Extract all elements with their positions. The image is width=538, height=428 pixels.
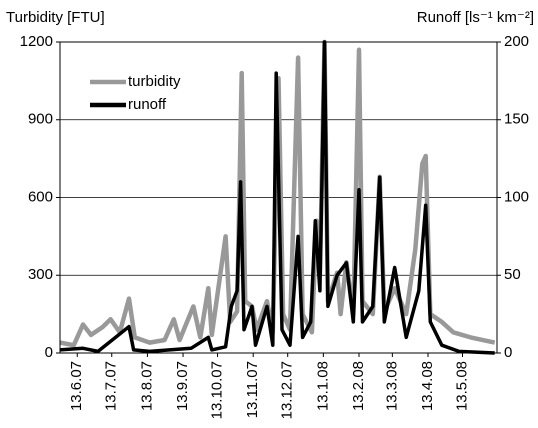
y2-axis-title: Runoff [ls⁻¹ km⁻²]: [417, 9, 534, 26]
x-tick-label: 13.7.07: [103, 361, 120, 411]
y2-tick-label: 0: [504, 344, 512, 361]
legend-label: turbidity: [128, 73, 181, 90]
y2-tick-label: 50: [504, 266, 521, 283]
x-tick-label: 13.9.07: [174, 361, 191, 411]
x-tick-label: 13.4.08: [419, 361, 436, 411]
x-tick-label: 13.3.08: [383, 361, 400, 411]
x-tick-label: 13.10.07: [209, 361, 226, 419]
x-tick-label: 13.2.08: [350, 361, 367, 411]
legend-label: runoff: [128, 96, 167, 113]
y-tick-label: 0: [45, 344, 53, 361]
series-line: [59, 40, 495, 355]
y-axis-title: Turbidity [FTU]: [6, 9, 105, 26]
x-tick-label: 13.6.07: [68, 361, 85, 411]
y-tick-label: 1200: [20, 33, 53, 50]
x-tick-label: 13.5.08: [453, 361, 470, 411]
y2-tick-label: 200: [504, 33, 529, 50]
x-tick-label: 13.12.07: [279, 361, 296, 419]
y2-tick-label: 150: [504, 111, 529, 128]
y-tick-label: 600: [28, 188, 53, 205]
plot-frame: [59, 41, 498, 354]
x-tick-label: 13.1.08: [314, 361, 331, 411]
y-tick-label: 300: [28, 266, 53, 283]
x-tick-label: 13.8.07: [138, 361, 155, 411]
y-tick-label: 900: [28, 111, 53, 128]
y2-tick-label: 100: [504, 188, 529, 205]
x-tick-label: 13.11.07: [244, 361, 261, 418]
